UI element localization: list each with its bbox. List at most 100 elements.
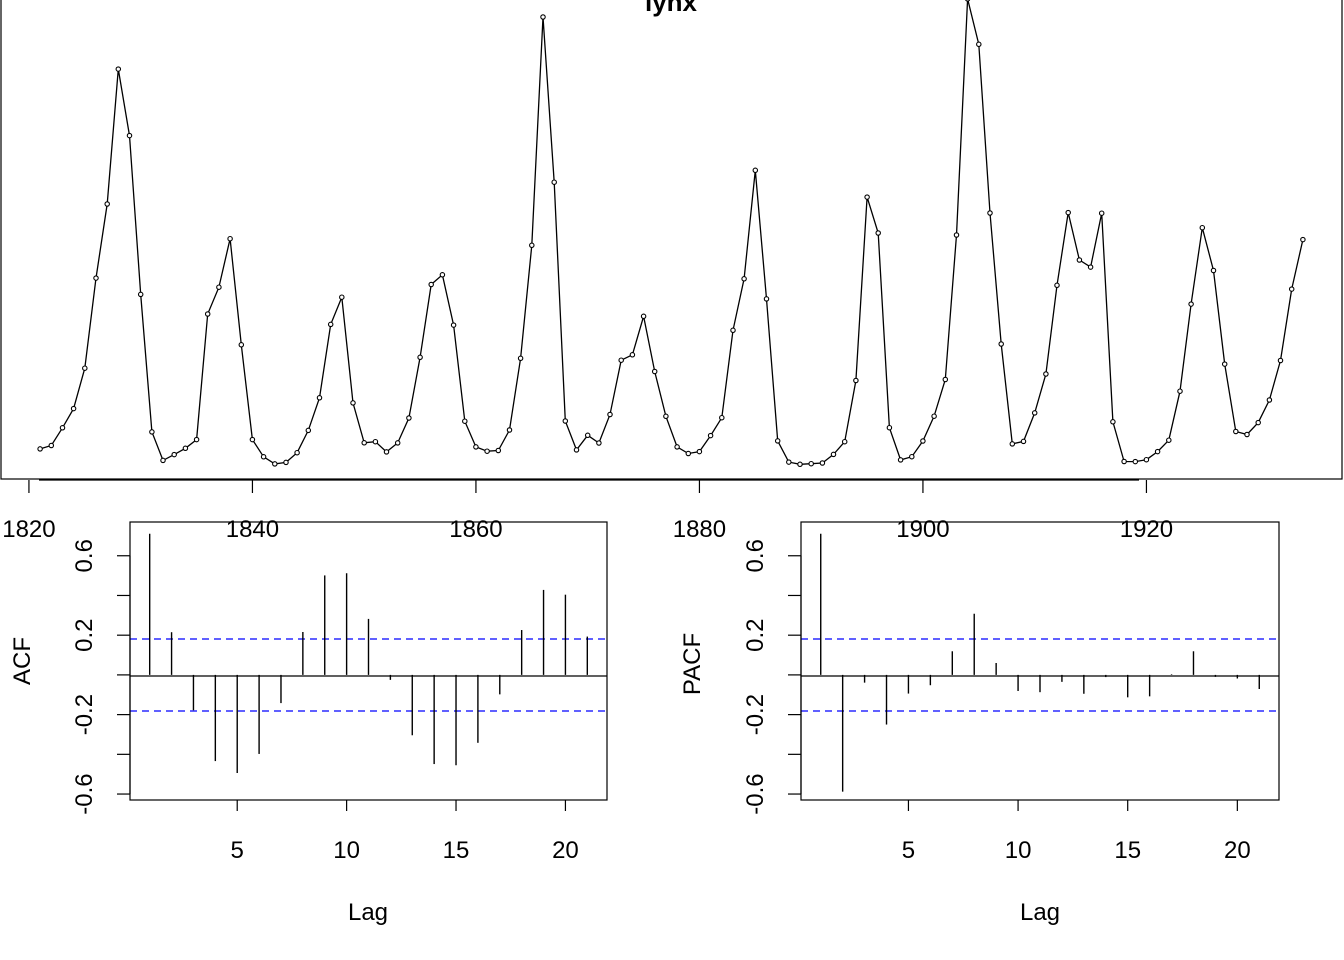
lynx-x-tick-label: 1880 (673, 516, 726, 543)
lynx-point (160, 457, 166, 464)
lynx-point (942, 376, 949, 383)
lynx-point (909, 453, 915, 460)
lynx-point (283, 459, 289, 466)
pacf-x-tick-label: 5 (902, 837, 915, 864)
lynx-point (171, 451, 177, 458)
lynx-point (495, 447, 502, 454)
lynx-point (428, 281, 434, 288)
lynx-point (774, 438, 781, 444)
lynx-point (1054, 282, 1060, 289)
lynx-point (618, 357, 624, 363)
lynx-point (763, 296, 770, 302)
lynx-point (417, 354, 423, 361)
lynx-point (551, 179, 557, 185)
lynx-point (707, 432, 714, 439)
pacf-y-axis: -0.6 -0.2 0.2 0.6 (742, 539, 802, 815)
lynx-point (920, 438, 926, 444)
lynx-point (607, 411, 613, 418)
pacf-x-tick-label: 20 (1224, 837, 1251, 864)
lynx-point (1255, 419, 1261, 426)
lynx-point (517, 355, 524, 362)
lynx-point (272, 461, 278, 467)
lynx-point (786, 459, 792, 465)
lynx-point (473, 444, 479, 450)
lynx-point (82, 365, 88, 371)
lynx-x-tick-label: 1900 (896, 516, 949, 543)
lynx-point (137, 291, 144, 298)
lynx-point (1076, 257, 1083, 263)
pacf-panel: -0.6 -0.2 0.2 0.6 5 10 15 20 Lag PACF (679, 521, 1280, 926)
lynx-point (462, 418, 468, 424)
pacf-y-tick-label: -0.6 (742, 773, 769, 814)
lynx-point (506, 427, 513, 433)
pacf-x-tick-label: 15 (1114, 837, 1141, 864)
lynx-point (305, 427, 312, 434)
lynx-point (115, 66, 122, 72)
lynx-point (70, 405, 77, 412)
pacf-x-tick-label: 10 (1005, 837, 1032, 864)
lynx-point (339, 294, 345, 300)
lynx-point (830, 451, 837, 458)
lynx-point (1166, 437, 1172, 443)
pacf-y-tick-label: 0.6 (742, 539, 769, 572)
lynx-point (651, 368, 658, 375)
lynx-point (1154, 448, 1161, 455)
pacf-x-axis: 5 10 15 20 (902, 800, 1251, 864)
lynx-point (327, 321, 334, 328)
lynx-x-tick-label: 1860 (449, 516, 502, 543)
lynx-point (260, 454, 267, 460)
pacf-y-label: PACF (679, 633, 706, 695)
lynx-point (976, 41, 982, 48)
acf-y-tick-label: 0.2 (71, 618, 98, 651)
acf-x-tick-label: 15 (443, 837, 470, 864)
lynx-point (37, 446, 43, 452)
lynx-point (674, 444, 680, 450)
lynx-x-tick-label: 1820 (2, 516, 55, 543)
lynx-point (1288, 286, 1295, 292)
lynx-point (1266, 397, 1273, 403)
lynx-point (1233, 428, 1239, 435)
lynx-point (875, 230, 881, 236)
lynx-point (573, 447, 580, 453)
lynx-point (1177, 388, 1183, 394)
lynx-point (350, 400, 356, 406)
lynx-point (126, 132, 133, 139)
lynx-point (864, 194, 870, 200)
lynx-point (394, 440, 401, 446)
lynx-point (383, 449, 390, 455)
lynx-point (797, 461, 803, 468)
lynx-point (361, 440, 367, 446)
lynx-point (853, 377, 859, 384)
lynx-point (965, 0, 971, 2)
lynx-point (216, 284, 222, 290)
lynx-point (1098, 210, 1105, 216)
lynx-point (484, 448, 490, 454)
lynx-point (227, 235, 233, 242)
lynx-series-points (37, 0, 1306, 468)
acf-y-tick-label: -0.2 (71, 694, 98, 735)
lynx-point (719, 414, 725, 421)
lynx-point (808, 460, 814, 467)
acf-y-label: ACF (9, 637, 36, 685)
lynx-title: lynx (645, 0, 698, 17)
lynx-point (752, 167, 759, 174)
lynx-x-ticks: 1820 1840 1860 1880 1900 1920 (2, 480, 1173, 543)
lynx-point (540, 14, 546, 20)
lynx-point (1221, 361, 1228, 367)
lynx-plot-box (0, 0, 1343, 480)
acf-x-tick-label: 5 (231, 837, 244, 864)
lynx-point (204, 311, 211, 317)
lynx-point (372, 438, 379, 445)
lynx-point (1210, 267, 1217, 274)
lynx-point (48, 442, 55, 449)
lynx-point (406, 415, 412, 421)
lynx-point (1143, 456, 1150, 463)
lynx-point (1132, 458, 1139, 465)
lynx-point (562, 418, 569, 424)
lynx-point (439, 272, 446, 278)
lynx-point (1199, 224, 1206, 231)
lynx-point (1043, 371, 1049, 377)
lynx-point (450, 322, 457, 328)
pacf-plot-box (800, 521, 1280, 801)
lynx-point (93, 275, 99, 281)
